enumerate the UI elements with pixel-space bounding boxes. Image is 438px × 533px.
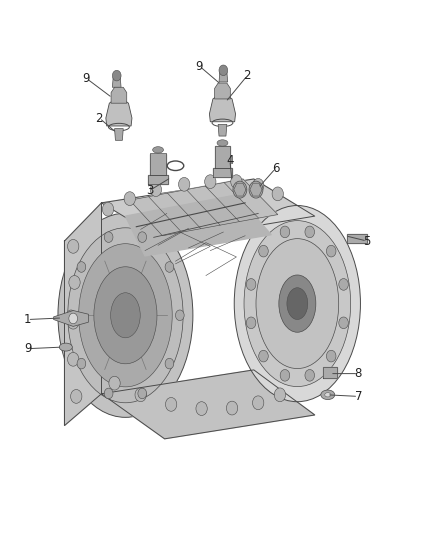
Text: 1: 1 bbox=[24, 313, 31, 326]
Ellipse shape bbox=[321, 390, 335, 400]
Circle shape bbox=[219, 65, 228, 76]
Ellipse shape bbox=[234, 206, 360, 402]
Circle shape bbox=[176, 310, 184, 320]
Text: 8: 8 bbox=[355, 367, 362, 380]
Circle shape bbox=[113, 70, 121, 81]
Circle shape bbox=[253, 396, 264, 410]
Text: 5: 5 bbox=[363, 235, 371, 247]
Text: 7: 7 bbox=[354, 390, 362, 403]
Circle shape bbox=[165, 358, 174, 369]
Circle shape bbox=[280, 226, 290, 238]
Polygon shape bbox=[113, 77, 121, 87]
Circle shape bbox=[205, 175, 216, 189]
Circle shape bbox=[166, 398, 177, 411]
Polygon shape bbox=[215, 146, 230, 168]
Ellipse shape bbox=[256, 239, 339, 368]
Circle shape bbox=[67, 239, 79, 253]
Circle shape bbox=[231, 175, 242, 189]
Ellipse shape bbox=[244, 221, 351, 386]
Text: 9: 9 bbox=[24, 342, 31, 355]
Circle shape bbox=[326, 245, 336, 257]
Text: 6: 6 bbox=[272, 162, 279, 175]
Polygon shape bbox=[213, 168, 232, 177]
Circle shape bbox=[135, 388, 146, 402]
Circle shape bbox=[69, 313, 78, 324]
Circle shape bbox=[104, 388, 113, 399]
Polygon shape bbox=[218, 124, 227, 136]
Circle shape bbox=[272, 187, 283, 201]
Polygon shape bbox=[150, 164, 166, 175]
Circle shape bbox=[124, 192, 135, 206]
Circle shape bbox=[77, 358, 86, 369]
Circle shape bbox=[226, 401, 238, 415]
Circle shape bbox=[280, 369, 290, 381]
Polygon shape bbox=[102, 370, 315, 439]
Circle shape bbox=[104, 232, 113, 243]
Ellipse shape bbox=[111, 293, 140, 338]
Circle shape bbox=[246, 317, 256, 329]
Circle shape bbox=[102, 203, 114, 216]
Circle shape bbox=[196, 402, 207, 416]
Circle shape bbox=[109, 376, 120, 390]
Ellipse shape bbox=[58, 213, 193, 417]
Ellipse shape bbox=[325, 393, 331, 397]
Text: 2: 2 bbox=[244, 69, 251, 82]
Text: 3: 3 bbox=[146, 184, 153, 197]
Circle shape bbox=[67, 310, 75, 320]
Polygon shape bbox=[209, 95, 236, 122]
Polygon shape bbox=[130, 179, 278, 236]
Circle shape bbox=[305, 226, 314, 238]
Circle shape bbox=[138, 388, 147, 399]
Circle shape bbox=[138, 232, 147, 243]
Circle shape bbox=[253, 179, 264, 192]
Ellipse shape bbox=[79, 244, 172, 387]
Polygon shape bbox=[111, 87, 127, 103]
Circle shape bbox=[259, 245, 268, 257]
Circle shape bbox=[339, 317, 348, 329]
Ellipse shape bbox=[217, 140, 228, 146]
Circle shape bbox=[339, 279, 348, 290]
Text: 9: 9 bbox=[82, 72, 90, 85]
Polygon shape bbox=[53, 311, 88, 326]
Circle shape bbox=[274, 388, 286, 402]
Polygon shape bbox=[322, 367, 336, 378]
Ellipse shape bbox=[287, 288, 308, 319]
Circle shape bbox=[259, 350, 268, 362]
Circle shape bbox=[69, 276, 80, 289]
Polygon shape bbox=[106, 100, 132, 126]
Circle shape bbox=[305, 369, 314, 381]
Polygon shape bbox=[102, 179, 315, 241]
Circle shape bbox=[249, 181, 263, 198]
Circle shape bbox=[67, 316, 79, 329]
Text: 2: 2 bbox=[95, 111, 103, 125]
Circle shape bbox=[67, 352, 79, 366]
Ellipse shape bbox=[94, 266, 157, 364]
Ellipse shape bbox=[68, 228, 183, 403]
Text: 4: 4 bbox=[226, 154, 233, 167]
Circle shape bbox=[165, 262, 174, 272]
Text: 9: 9 bbox=[196, 60, 203, 72]
Circle shape bbox=[233, 181, 247, 198]
Circle shape bbox=[326, 350, 336, 362]
Circle shape bbox=[150, 183, 162, 197]
Circle shape bbox=[77, 262, 86, 272]
Polygon shape bbox=[115, 128, 123, 140]
Polygon shape bbox=[150, 154, 166, 164]
Polygon shape bbox=[148, 175, 168, 184]
Polygon shape bbox=[347, 234, 367, 243]
Ellipse shape bbox=[152, 147, 163, 153]
Polygon shape bbox=[64, 203, 102, 425]
Ellipse shape bbox=[59, 343, 72, 351]
Polygon shape bbox=[215, 83, 230, 99]
Ellipse shape bbox=[279, 275, 316, 332]
Circle shape bbox=[71, 390, 82, 403]
Polygon shape bbox=[125, 195, 271, 256]
Circle shape bbox=[179, 177, 190, 191]
Polygon shape bbox=[219, 71, 228, 82]
Circle shape bbox=[246, 279, 256, 290]
